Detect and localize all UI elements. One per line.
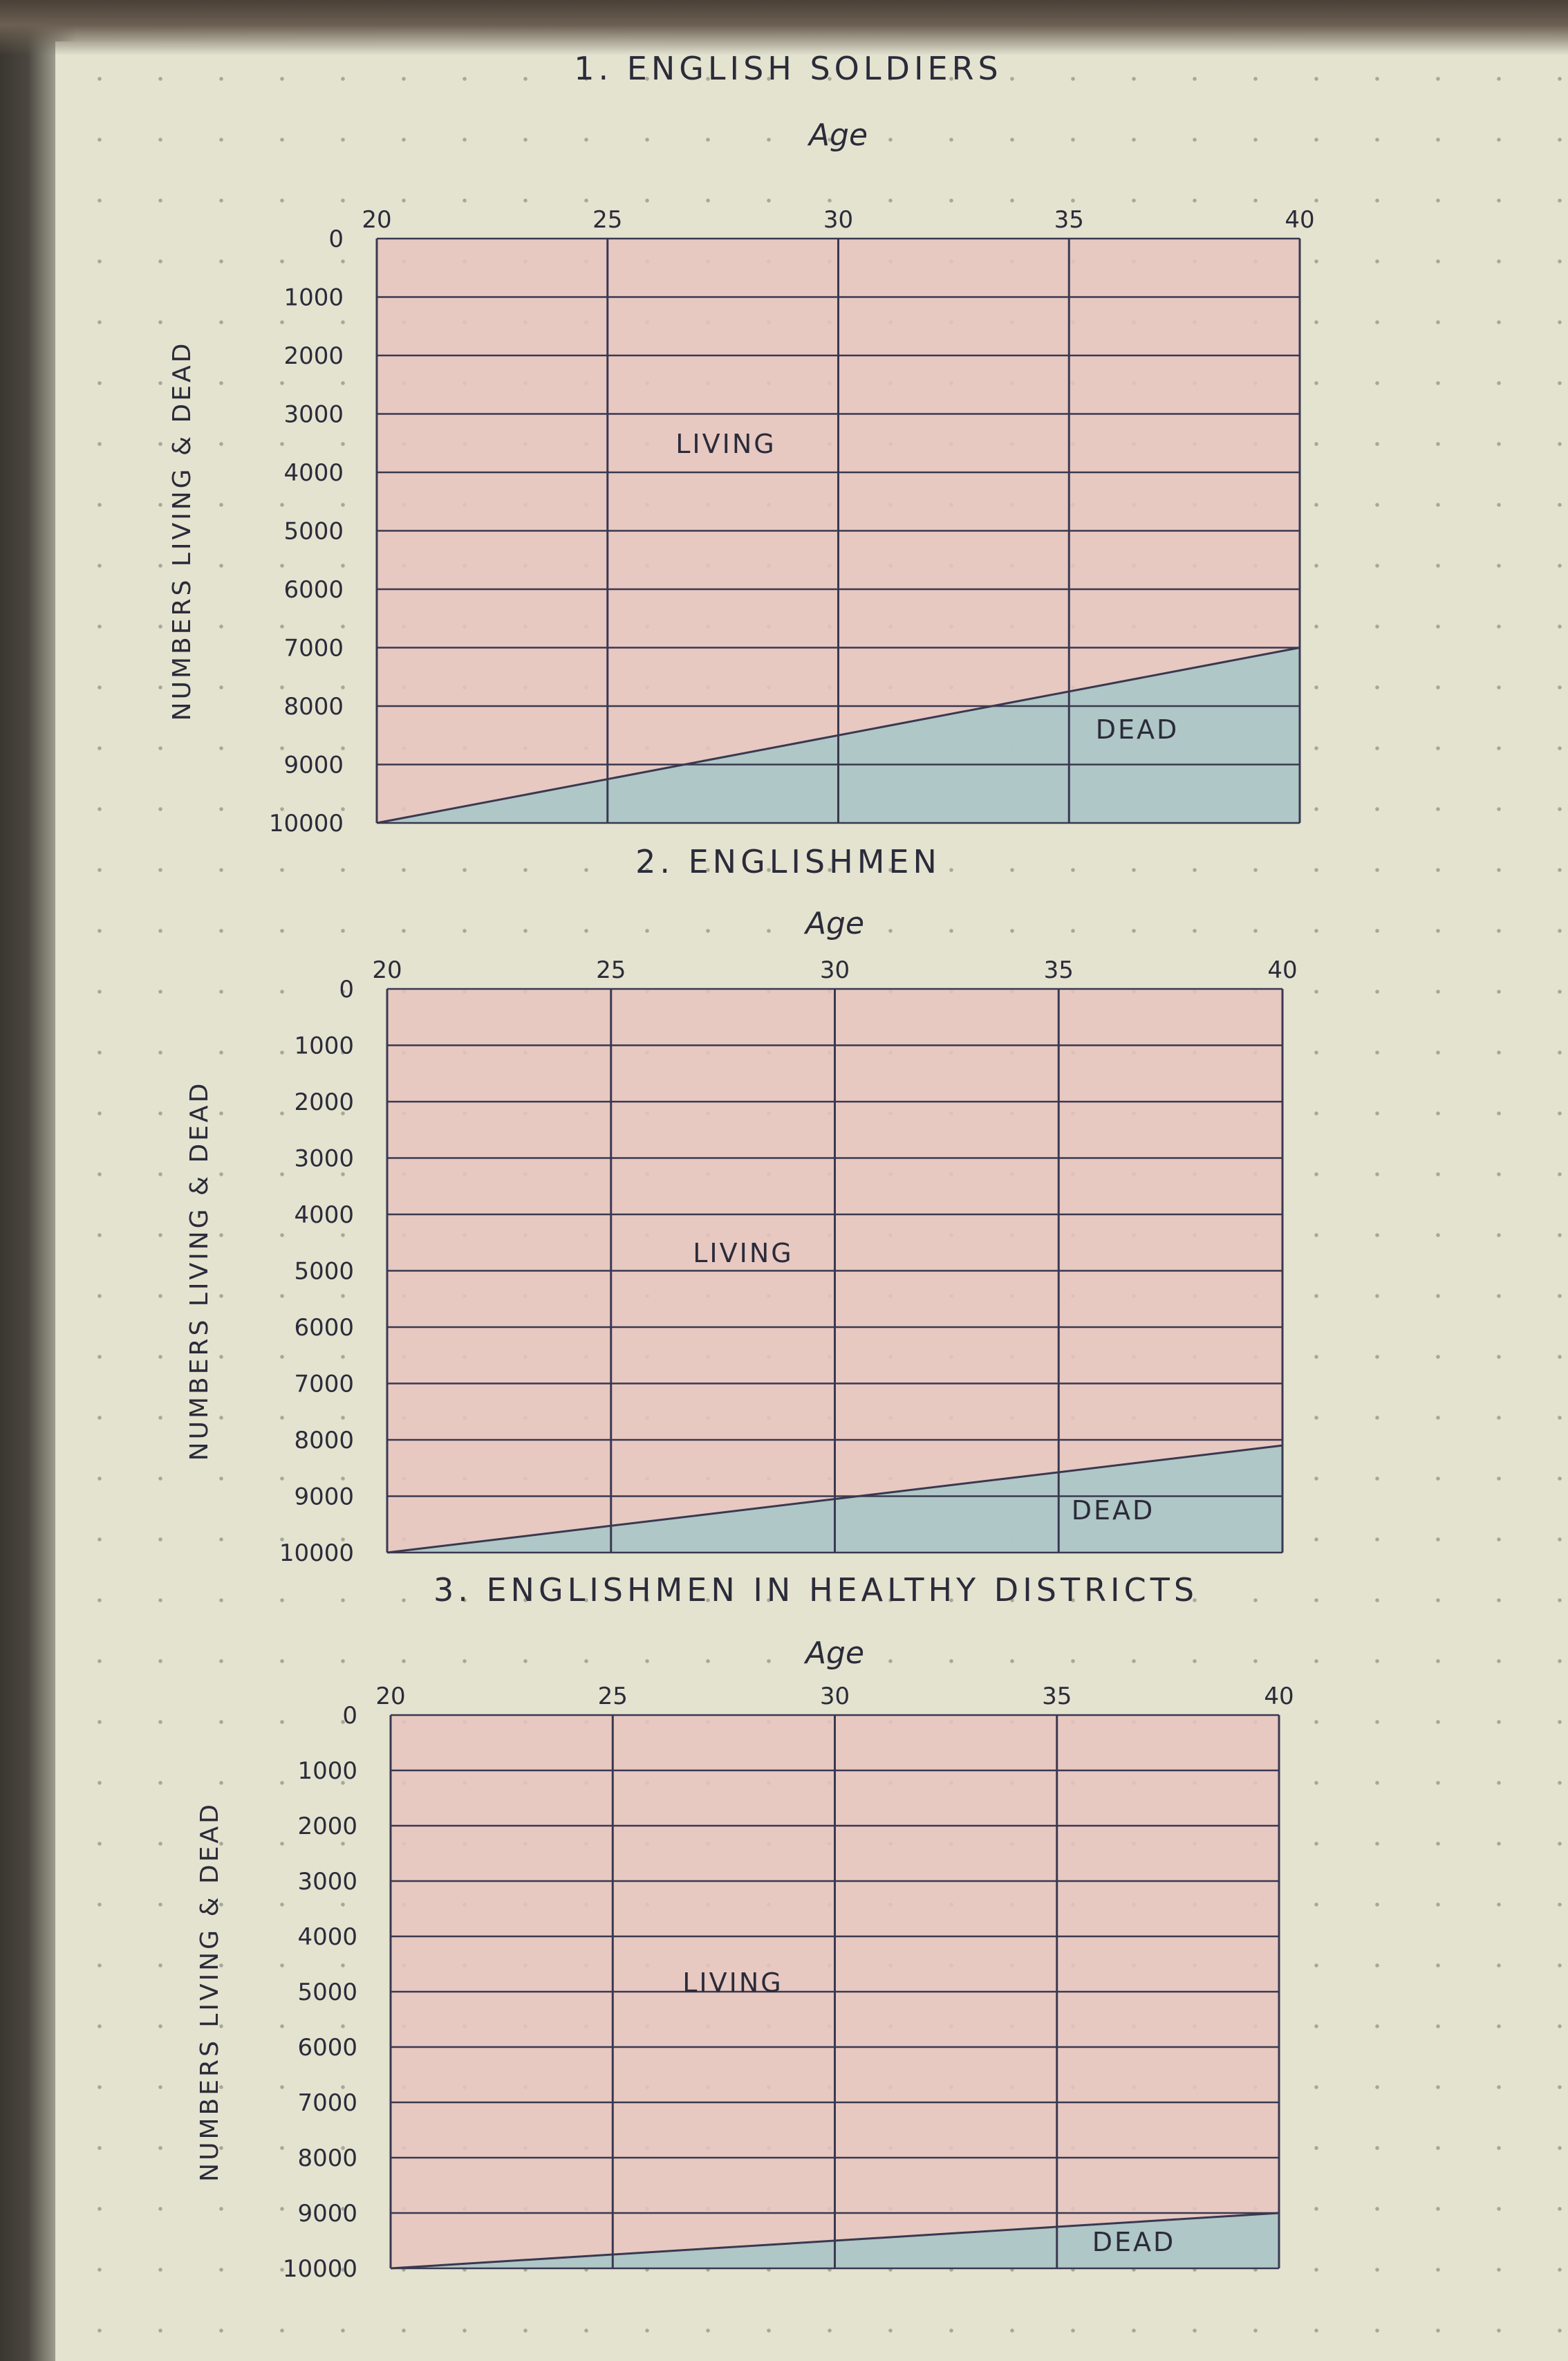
y-tick-label: 9000 [297, 2200, 357, 2228]
y-tick-label: 9000 [283, 752, 344, 779]
x-tick-label: 40 [1285, 206, 1314, 234]
y-tick-label: 4000 [294, 1201, 354, 1229]
y-tick-label: 1000 [297, 1757, 357, 1785]
y-tick-label: 0 [328, 225, 344, 253]
y-tick-label: 6000 [297, 2034, 357, 2062]
x-tick-label: 30 [823, 206, 853, 234]
y-tick-label: 5000 [294, 1258, 354, 1286]
area-label-dead: DEAD [1096, 714, 1179, 745]
y-tick-label: 5000 [283, 518, 344, 546]
x-tick-label: 25 [598, 1683, 628, 1710]
y-tick-label: 4000 [297, 1923, 357, 1951]
x-tick-label: 25 [592, 206, 622, 234]
y-tick-label: 8000 [283, 693, 344, 721]
y-tick-label: 4000 [283, 459, 344, 487]
x-tick-label: 40 [1267, 956, 1297, 984]
chart-title: 2. ENGLISHMEN [635, 843, 941, 880]
y-tick-label: 6000 [283, 576, 344, 604]
x-tick-label: 30 [820, 1683, 850, 1710]
x-axis-label: Age [807, 118, 868, 153]
x-tick-label: 20 [372, 956, 402, 984]
x-tick-label: 20 [362, 206, 391, 234]
area-label-dead: DEAD [1092, 2227, 1176, 2257]
area-label-living: LIVING [693, 1238, 793, 1268]
chart-3: 0 1000 2000 3000 4000 5000 6000 7000 8000 9000 100… [196, 1571, 1294, 2283]
area-label-living: LIVING [682, 1967, 783, 1998]
y-tick-label: 5000 [297, 1979, 357, 2006]
x-tick-label: 40 [1264, 1683, 1294, 1710]
y-tick-label: 1000 [283, 284, 344, 312]
x-tick-label: 30 [820, 956, 850, 984]
y-tick-label: 7000 [294, 1371, 354, 1398]
area-label-dead: DEAD [1072, 1495, 1155, 1526]
area-label-living: LIVING [675, 429, 776, 459]
boundary-line [376, 647, 1300, 824]
x-tick-label: 35 [1044, 956, 1074, 984]
y-tick-label: 6000 [294, 1314, 354, 1342]
y-axis-label: NUMBERS LIVING & DEAD [196, 1802, 224, 2182]
chart-1: 0 1000 2000 3000 4000 5000 6000 7000 8000 9000 100… [168, 50, 1315, 837]
y-tick-label: 0 [339, 976, 354, 1003]
y-tick-label: 10000 [283, 2255, 357, 2283]
y-tick-label: 3000 [297, 1868, 357, 1896]
background-shadow [0, 0, 1568, 55]
x-axis-label: Age [803, 1636, 864, 1671]
y-tick-label: 9000 [294, 1483, 354, 1511]
y-tick-label: 8000 [297, 2145, 357, 2172]
y-tick-label: 3000 [294, 1145, 354, 1173]
chart-title: 1. ENGLISH SOLDIERS [574, 50, 1002, 87]
y-tick-label: 2000 [283, 342, 344, 370]
x-tick-label: 35 [1042, 1683, 1072, 1710]
x-axis-label: Age [803, 906, 864, 941]
x-tick-label: 25 [596, 956, 626, 984]
x-tick-label: 35 [1054, 206, 1084, 234]
y-tick-label: 1000 [294, 1033, 354, 1060]
y-axis-label: NUMBERS LIVING & DEAD [185, 1081, 214, 1461]
boundary-line [386, 1444, 1283, 1554]
y-tick-label: 2000 [297, 1813, 357, 1840]
chart-2: 0 1000 2000 3000 4000 5000 6000 7000 8000 9000 100… [185, 843, 1298, 1567]
y-tick-label: 7000 [297, 2089, 357, 2117]
y-tick-label: 3000 [283, 401, 344, 429]
x-tick-label: 20 [375, 1683, 405, 1710]
y-tick-label: 7000 [283, 635, 344, 663]
y-tick-label: 10000 [269, 810, 344, 837]
y-tick-label: 0 [342, 1702, 357, 1730]
y-axis-label: NUMBERS LIVING & DEAD [168, 341, 196, 721]
chart-title: 3. ENGLISHMEN IN HEALTHY DISTRICTS [433, 1571, 1198, 1609]
boundary-line [390, 2212, 1280, 2270]
y-tick-label: 2000 [294, 1089, 354, 1116]
y-tick-label: 10000 [279, 1539, 354, 1567]
y-tick-label: 8000 [294, 1427, 354, 1454]
